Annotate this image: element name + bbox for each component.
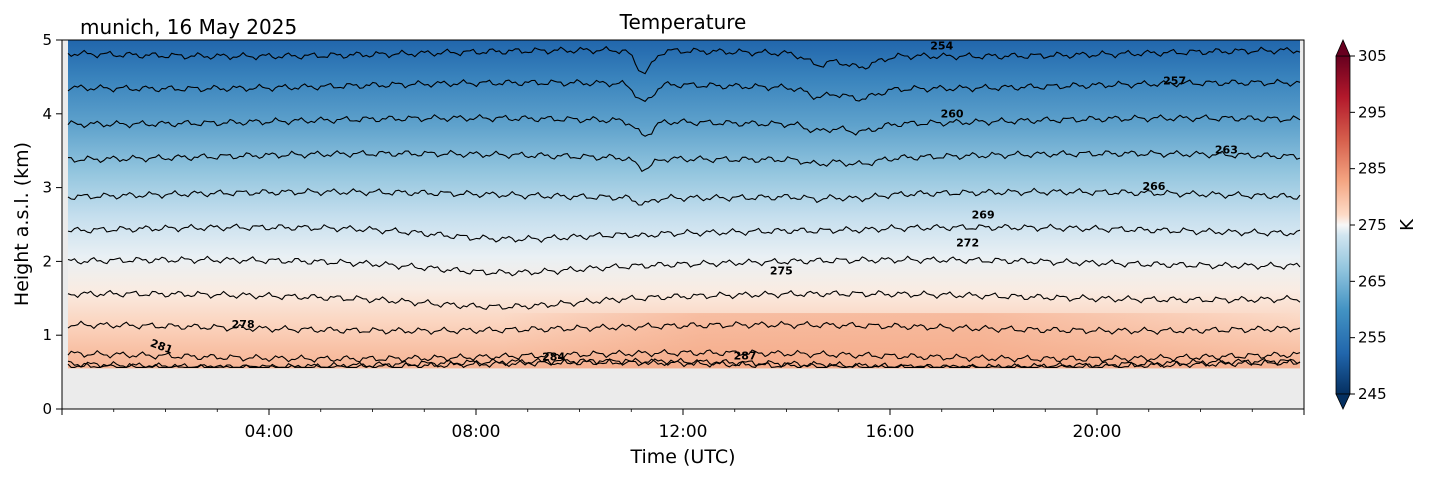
afternoon-warm-patch [500, 313, 1300, 369]
colorbar-min-extension [1335, 393, 1351, 410]
contour-line-281 [67, 348, 1301, 363]
y-axis: 0 1 2 3 4 5 [42, 31, 62, 418]
x-tick-label: 04:00 [245, 422, 294, 442]
contour-label: 278 [232, 318, 255, 331]
x-tick-label: 08:00 [452, 422, 501, 442]
colorbar-tick-label: 255 [1358, 329, 1387, 347]
colorbar-label: K [1397, 218, 1418, 231]
chart-title: Temperature [619, 10, 747, 34]
contour-line-254 [67, 45, 1301, 75]
contour-label: 272 [956, 237, 979, 250]
x-axis: 04:00 08:00 12:00 16:00 20:00 [61, 409, 1305, 442]
contour-line-257 [67, 78, 1301, 103]
y-tick-label: 5 [42, 31, 52, 49]
contour-label: 260 [941, 107, 964, 120]
colorbar-tick-label: 305 [1358, 47, 1387, 65]
contour-line-284 [67, 357, 1301, 369]
colorbar: 245 255 265 275 285 295 305 [1335, 39, 1387, 410]
contour-line-260 [67, 113, 1301, 137]
colorbar-tick-label: 285 [1358, 160, 1387, 178]
contour-line-263 [67, 149, 1301, 173]
contour-label: 254 [930, 40, 953, 53]
contour-label: 284 [542, 350, 565, 363]
contour-line-278 [67, 320, 1301, 336]
x-tick-label: 12:00 [659, 422, 708, 442]
colorbar-max-extension [1335, 39, 1351, 57]
colorbar-tick-label: 265 [1358, 272, 1387, 290]
contour-line-275 [67, 289, 1301, 311]
colorbar-tick-label: 295 [1358, 103, 1387, 121]
contour-label: 263 [1215, 144, 1238, 157]
contour-label: 257 [1163, 74, 1186, 87]
y-tick-label: 3 [42, 179, 52, 197]
colorbar-tick-label: 275 [1358, 216, 1387, 234]
colorbar-ticks: 245 255 265 275 285 295 305 [1350, 47, 1387, 403]
colorbar-tick-label: 245 [1358, 385, 1387, 403]
y-tick-label: 1 [42, 326, 52, 344]
y-tick-label: 4 [42, 105, 52, 123]
x-tick-label: 16:00 [866, 422, 915, 442]
location-date-text: munich, 16 May 2025 [80, 15, 297, 39]
contour-line-266 [67, 187, 1301, 206]
x-axis-label: Time (UTC) [629, 446, 735, 468]
x-tick-label: 20:00 [1073, 422, 1122, 442]
colorbar-bar [1335, 55, 1351, 395]
contour-line-269 [67, 223, 1301, 243]
y-tick-label: 2 [42, 252, 52, 270]
contour-lines [67, 45, 1301, 369]
contour-label: 287 [734, 350, 757, 363]
contour-label: 266 [1142, 180, 1165, 193]
contour-label: 275 [770, 265, 793, 278]
y-tick-label: 0 [42, 400, 52, 418]
contour-line-272 [67, 255, 1301, 277]
contour-label: 269 [972, 209, 995, 222]
y-axis-label: Height a.s.l. (km) [11, 142, 33, 306]
contour-line-287 [67, 357, 1301, 369]
